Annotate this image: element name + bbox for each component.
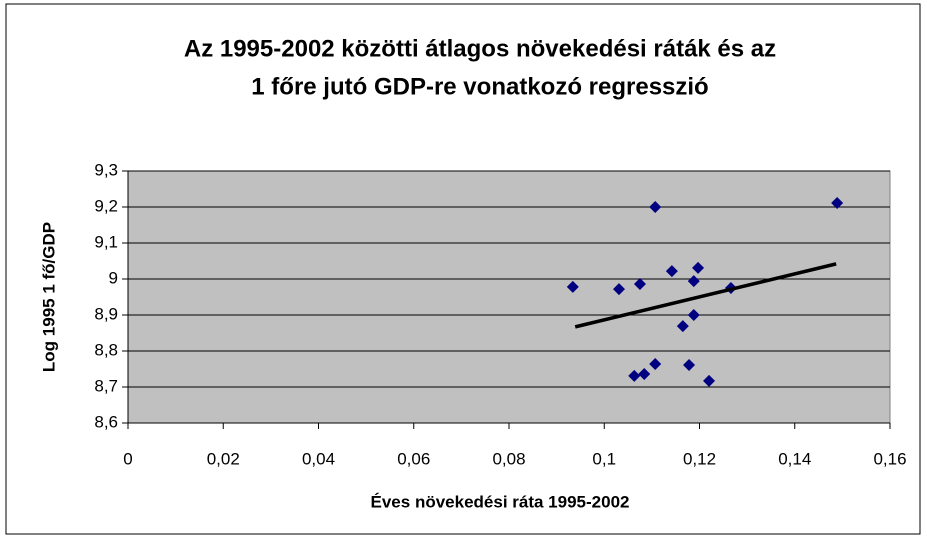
data-point bbox=[628, 369, 641, 382]
data-point bbox=[665, 265, 678, 278]
x-axis-title: Éves növekedési ráta 1995-2002 bbox=[371, 492, 630, 511]
y-tick-label: 8,7 bbox=[94, 376, 118, 395]
data-point bbox=[638, 368, 651, 381]
chart-title: 1 főre jutó GDP-re vonatkozó regresszió bbox=[251, 73, 708, 100]
data-point bbox=[676, 320, 689, 333]
data-point bbox=[703, 374, 716, 387]
x-tick-label: 0,08 bbox=[492, 449, 525, 468]
data-point bbox=[683, 359, 696, 372]
x-tick-label: 0,12 bbox=[683, 449, 716, 468]
data-point bbox=[566, 280, 579, 293]
x-tick-label: 0,06 bbox=[397, 449, 430, 468]
data-point bbox=[687, 275, 700, 288]
x-tick-label: 0,14 bbox=[778, 449, 811, 468]
y-tick-label: 9,1 bbox=[94, 232, 118, 251]
data-point bbox=[633, 278, 646, 291]
data-point bbox=[687, 309, 700, 321]
y-tick-label: 9,2 bbox=[94, 196, 118, 215]
y-tick-label: 8,9 bbox=[94, 304, 118, 323]
y-tick-label: 8,6 bbox=[94, 412, 118, 431]
x-tick-label: 0,16 bbox=[873, 449, 906, 468]
x-tick-label: 0,02 bbox=[207, 449, 240, 468]
x-tick-label: 0,04 bbox=[302, 449, 335, 468]
data-point bbox=[649, 201, 662, 213]
data-point bbox=[613, 283, 626, 296]
plot-area bbox=[127, 170, 891, 424]
y-tick-label: 9 bbox=[109, 268, 118, 287]
data-point bbox=[649, 357, 662, 370]
data-point bbox=[692, 261, 705, 274]
data-point bbox=[831, 197, 844, 210]
x-tick-label: 0,1 bbox=[592, 449, 616, 468]
chart-title: Az 1995-2002 közötti átlagos növekedési … bbox=[184, 35, 776, 62]
trend-line bbox=[574, 262, 837, 329]
y-axis-title: Log 1995 1 fő/GDP bbox=[39, 222, 58, 372]
y-tick-label: 8,8 bbox=[94, 340, 118, 359]
y-tick-label: 9,3 bbox=[94, 160, 118, 179]
x-tick-label: 0 bbox=[123, 449, 132, 468]
